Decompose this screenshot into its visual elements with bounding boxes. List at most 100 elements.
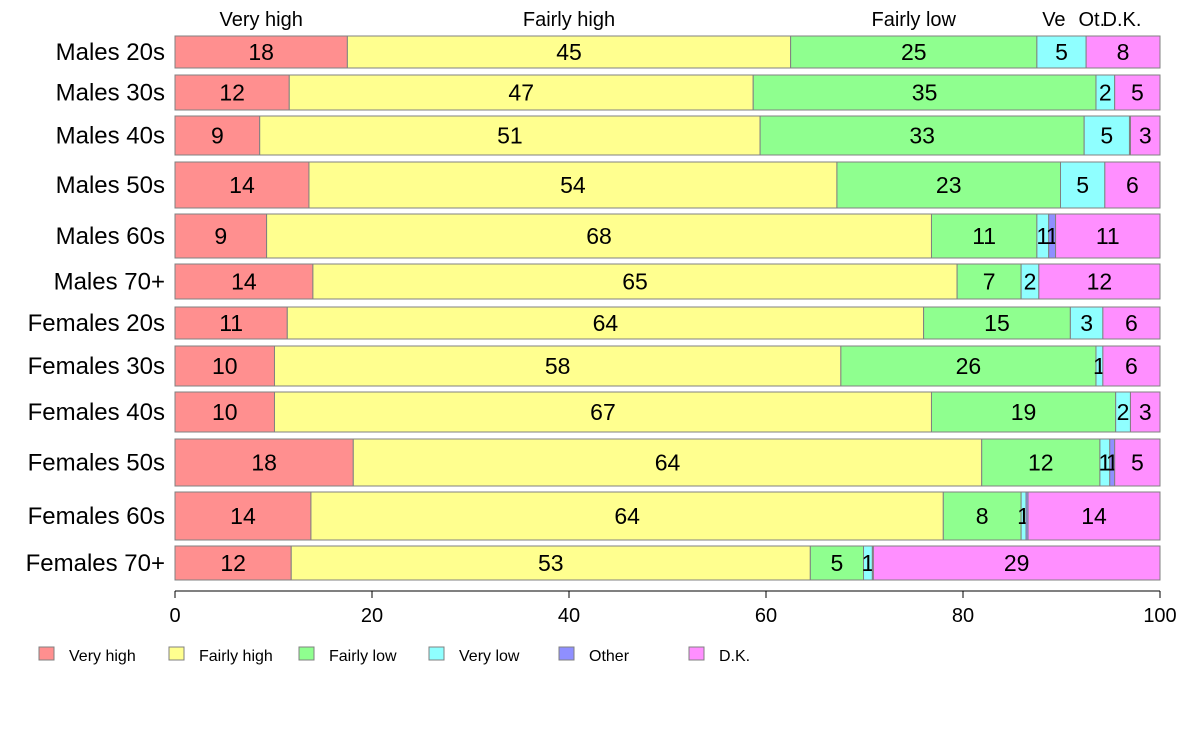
segment-value-label: 45	[556, 39, 582, 65]
bar-segment	[942, 491, 1022, 541]
bar-segment	[174, 263, 314, 300]
row-label: Females 20s	[28, 310, 165, 337]
bar-segment	[174, 491, 312, 541]
bar-segment	[1129, 391, 1161, 433]
segment-value-label: 5	[1131, 80, 1144, 106]
bar-segment	[1055, 213, 1161, 259]
segment-value-label: 14	[231, 269, 257, 295]
segment-value-label: 1	[1098, 450, 1111, 476]
segment-value-label: 18	[248, 39, 274, 65]
segment-value-label: 68	[586, 223, 612, 249]
segment-value-label: 11	[1096, 223, 1120, 249]
segment-value-label: 64	[655, 450, 681, 476]
top-category-label: D.K.	[1103, 9, 1142, 31]
bar-segment	[174, 545, 292, 581]
segment-value-label: 5	[831, 550, 844, 576]
top-category-label: Ve	[1042, 9, 1065, 31]
bar-segment	[1102, 345, 1161, 387]
bar-segment	[1027, 491, 1161, 541]
bar-segment	[174, 391, 275, 433]
top-category-label: Fairly high	[523, 9, 615, 31]
legend-label: Fairly high	[199, 648, 273, 665]
segment-value-label: 33	[909, 123, 935, 149]
segment-value-label: 12	[220, 550, 246, 576]
segment-value-label: 2	[1099, 80, 1112, 106]
segment-value-label: 47	[508, 80, 534, 106]
legend-swatch	[688, 646, 705, 661]
legend-label: Very high	[69, 648, 136, 665]
segment-value-label: 23	[936, 172, 962, 198]
x-tick-label: 60	[755, 605, 777, 627]
segment-value-label: 7	[983, 269, 996, 295]
row-label: Females 60s	[28, 503, 165, 530]
bar-segment	[286, 306, 925, 340]
legend-label: D.K.	[719, 648, 750, 665]
bar-segment	[836, 161, 1062, 209]
legend-label: Other	[589, 648, 630, 665]
row-label: Males 20s	[56, 39, 165, 66]
segment-value-label: 58	[545, 353, 571, 379]
bar-segment	[346, 35, 792, 69]
legend-swatch	[298, 646, 315, 661]
segment-value-label: 67	[590, 399, 616, 425]
bar-segment	[308, 161, 838, 209]
segment-value-label: 10	[212, 399, 238, 425]
bar-segment	[872, 545, 1161, 581]
row-label: Males 50s	[56, 172, 165, 199]
row-label: Females 50s	[28, 450, 165, 477]
row-label: Males 60s	[56, 223, 165, 250]
bar-segment	[1114, 438, 1161, 487]
segment-value-label: 11	[972, 223, 996, 249]
row-label: Females 30s	[28, 353, 165, 380]
bar-segment	[174, 115, 261, 156]
bar-segment	[259, 115, 761, 156]
segment-value-label: 5	[1131, 450, 1144, 476]
segment-value-label: 8	[976, 503, 989, 529]
bar-segment	[1060, 161, 1106, 209]
segment-value-label: 35	[912, 80, 938, 106]
segment-value-label: 9	[211, 123, 224, 149]
segment-value-label: 18	[251, 450, 277, 476]
bar-segment	[1129, 115, 1161, 156]
row-label: Males 40s	[56, 123, 165, 150]
bar-segment	[288, 74, 754, 111]
top-category-label: Very high	[219, 9, 302, 31]
segment-value-label: 2	[1117, 399, 1130, 425]
bar-segment	[1114, 74, 1161, 111]
segment-value-label: 11	[219, 310, 243, 336]
segment-value-label: 2	[1024, 269, 1037, 295]
bar-segment	[981, 438, 1101, 487]
bar-segment	[790, 35, 1038, 69]
bar-segment	[1085, 35, 1161, 69]
row-label: Males 30s	[56, 80, 165, 107]
x-tick-label: 0	[169, 605, 180, 627]
segment-value-label: 12	[219, 80, 245, 106]
segment-value-label: 6	[1125, 310, 1138, 336]
legend-swatch	[558, 646, 575, 661]
segment-value-label: 54	[560, 172, 586, 198]
bar-segment	[290, 545, 811, 581]
row-label: Females 70+	[26, 550, 165, 577]
x-tick-label: 80	[952, 605, 974, 627]
top-category-label: Fairly low	[872, 9, 957, 31]
bar-segment	[174, 161, 310, 209]
x-tick-label: 20	[361, 605, 383, 627]
segment-value-label: 15	[984, 310, 1010, 336]
segment-value-label: 9	[214, 223, 227, 249]
bar-segment	[352, 438, 983, 487]
segment-value-label: 3	[1139, 123, 1152, 149]
bar-segment	[273, 391, 932, 433]
legend-swatch	[38, 646, 55, 661]
bar-segment	[174, 213, 268, 259]
bar-segment	[174, 74, 290, 111]
segment-value-label: 5	[1055, 39, 1068, 65]
segment-value-label: 1	[1036, 223, 1049, 249]
segment-value-label: 5	[1076, 172, 1089, 198]
segment-value-label: 12	[1087, 269, 1113, 295]
bar-segment	[1102, 306, 1161, 340]
segment-value-label: 25	[901, 39, 927, 65]
top-category-label: Ot.	[1078, 9, 1105, 31]
bar-segment	[312, 263, 958, 300]
segment-value-label: 5	[1100, 123, 1113, 149]
